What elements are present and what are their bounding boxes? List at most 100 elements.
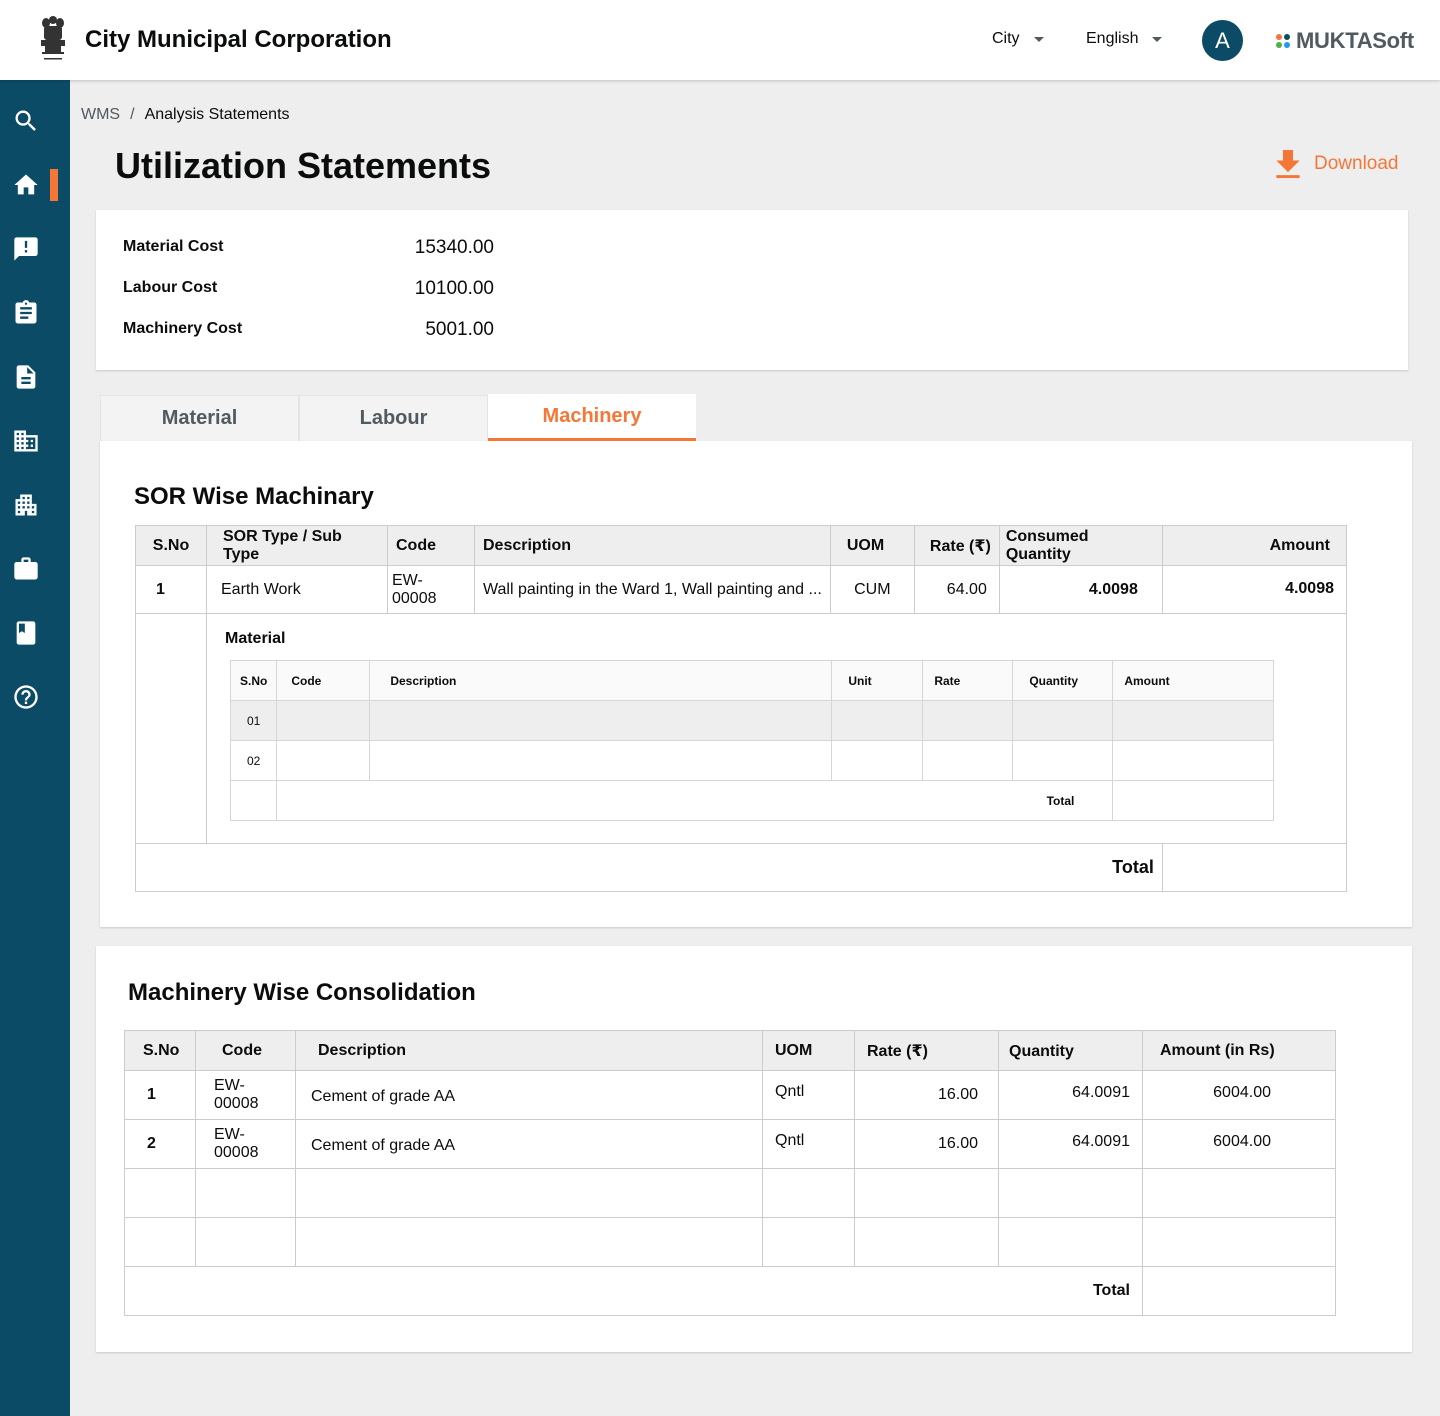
sidebar-item-home[interactable] (0, 161, 70, 209)
breadcrumb-current: Analysis Statements (144, 106, 290, 123)
cell-amount (1112, 740, 1274, 781)
cell-description: Wall painting in the Ward 1, Wall painti… (474, 565, 831, 614)
sidebar-item-assignments[interactable] (0, 289, 70, 337)
cell-code (276, 700, 371, 741)
cell-rate (922, 700, 1014, 741)
column-header: S.No (124, 1030, 196, 1071)
breadcrumb-root[interactable]: WMS (81, 106, 121, 123)
tab-machinery[interactable]: Machinery (488, 394, 696, 441)
building-icon (14, 430, 38, 452)
cell-rate (922, 740, 1014, 781)
summary-value: 5001.00 (425, 319, 494, 340)
column-header: Description (295, 1030, 763, 1071)
column-header: SOR Type / Sub Type (206, 525, 388, 566)
sidebar-item-works[interactable] (0, 545, 70, 593)
sidebar-item-help[interactable] (0, 673, 70, 721)
sidebar-item-measurement-book[interactable] (0, 609, 70, 657)
summary-label: Labour Cost (123, 279, 218, 296)
empty-cell (762, 1168, 855, 1218)
sidebar-item-projects[interactable] (0, 481, 70, 529)
city-dropdown[interactable]: City (992, 30, 1044, 48)
tab-labour[interactable]: Labour (299, 395, 488, 441)
table-total-row: Total (124, 1266, 1336, 1316)
city-title: City Municipal Corporation (85, 26, 392, 53)
total-value (1142, 1266, 1336, 1316)
cell-sno: 1 (135, 565, 207, 614)
cell-code: EW-00008 (195, 1070, 296, 1120)
total-label: Total (124, 1266, 1143, 1316)
cell-amount: 6004.00 (1142, 1119, 1336, 1169)
table-row[interactable] (124, 1168, 1336, 1218)
table-row[interactable]: 02 (229, 740, 1274, 781)
column-header: Quantity (1012, 660, 1114, 701)
consolidation-table: S.No Code Description UOM Rate (₹) Quant… (124, 1030, 1336, 1316)
cell-quantity: 4.0098 (998, 565, 1163, 614)
cell-description (369, 740, 833, 781)
empty-cell (195, 1168, 296, 1218)
column-header: Code (276, 660, 371, 701)
cell-sno: 2 (124, 1119, 196, 1169)
summary-label: Machinery Cost (123, 320, 243, 337)
empty-cell (195, 1217, 296, 1267)
empty-cell (135, 843, 1000, 892)
house-icon (15, 494, 37, 516)
user-avatar[interactable]: A (1202, 20, 1243, 61)
breadcrumb-separator: / (130, 106, 135, 123)
column-header: UOM (762, 1030, 855, 1071)
table-row[interactable]: 1 Earth Work EW-00008 Wall painting in t… (135, 565, 1348, 614)
column-header: Amount (in Rs) (1142, 1030, 1336, 1071)
tab-material[interactable]: Material (100, 395, 299, 441)
language-dropdown[interactable]: English (1086, 30, 1163, 48)
cell-rate: 16.00 (854, 1119, 999, 1169)
state-emblem-icon (41, 16, 65, 60)
table-row[interactable]: 01 (229, 700, 1274, 741)
column-header: S.No (229, 660, 278, 701)
cell-code (276, 740, 371, 781)
sidebar-item-search[interactable] (0, 97, 70, 145)
table-total-row: Total (229, 780, 1274, 821)
column-header: Description (369, 660, 833, 701)
column-header: Code (195, 1030, 296, 1071)
empty-cell (762, 1217, 855, 1267)
brand-name: MUKTASoft (1296, 28, 1414, 53)
brand-dots-icon (1276, 34, 1290, 48)
clipboard-icon (15, 300, 37, 324)
column-header: Amount (1112, 660, 1274, 701)
consolidation-title: Machinery Wise Consolidation (128, 979, 476, 1006)
cell-amount: 4.0098 (1161, 565, 1348, 614)
table-header-row: S.No SOR Type / Sub Type Code Descriptio… (135, 525, 1348, 566)
empty-cell (295, 1217, 763, 1267)
table-header-row: S.No Code Description Unit Rate Quantity… (229, 660, 1274, 701)
sidebar-item-organisations[interactable] (0, 417, 70, 465)
summary-value: 15340.00 (414, 237, 494, 258)
cell-sno: 01 (229, 700, 278, 741)
column-header: Code (387, 525, 475, 566)
complaint-icon (14, 237, 38, 261)
cell-quantity: 64.0091 (998, 1070, 1143, 1120)
cell-code: EW-00008 (387, 565, 475, 614)
cell-amount: 6004.00 (1142, 1070, 1336, 1120)
page-title: Utilization Statements (115, 145, 492, 186)
total-value (1112, 780, 1274, 821)
cell-description (369, 700, 833, 741)
cell-description: Cement of grade AA (295, 1119, 763, 1169)
column-header: Rate (922, 660, 1014, 701)
download-icon (1276, 150, 1300, 178)
download-button[interactable]: Download (1276, 150, 1399, 178)
empty-cell (998, 1168, 1143, 1218)
table-row[interactable]: 1 EW-00008 Cement of grade AA Qntl 16.00… (124, 1070, 1336, 1120)
machinery-consolidation-card: Machinery Wise Consolidation S.No Code D… (96, 946, 1412, 1352)
cell-quantity (1012, 740, 1114, 781)
sidebar-item-documents[interactable] (0, 353, 70, 401)
sor-section-title: SOR Wise Machinary (134, 483, 374, 510)
total-label: Total (999, 843, 1163, 892)
search-icon (15, 110, 36, 131)
column-header: Unit (831, 660, 924, 701)
summary-row-machinery: Machinery Cost (123, 320, 242, 338)
cell-uom: Qntl (762, 1119, 855, 1169)
total-label: Total (276, 780, 1114, 821)
empty-cell (229, 780, 278, 821)
table-row[interactable] (124, 1217, 1336, 1267)
table-row[interactable]: 2 EW-00008 Cement of grade AA Qntl 16.00… (124, 1119, 1336, 1169)
sidebar-item-complaints[interactable] (0, 225, 70, 273)
